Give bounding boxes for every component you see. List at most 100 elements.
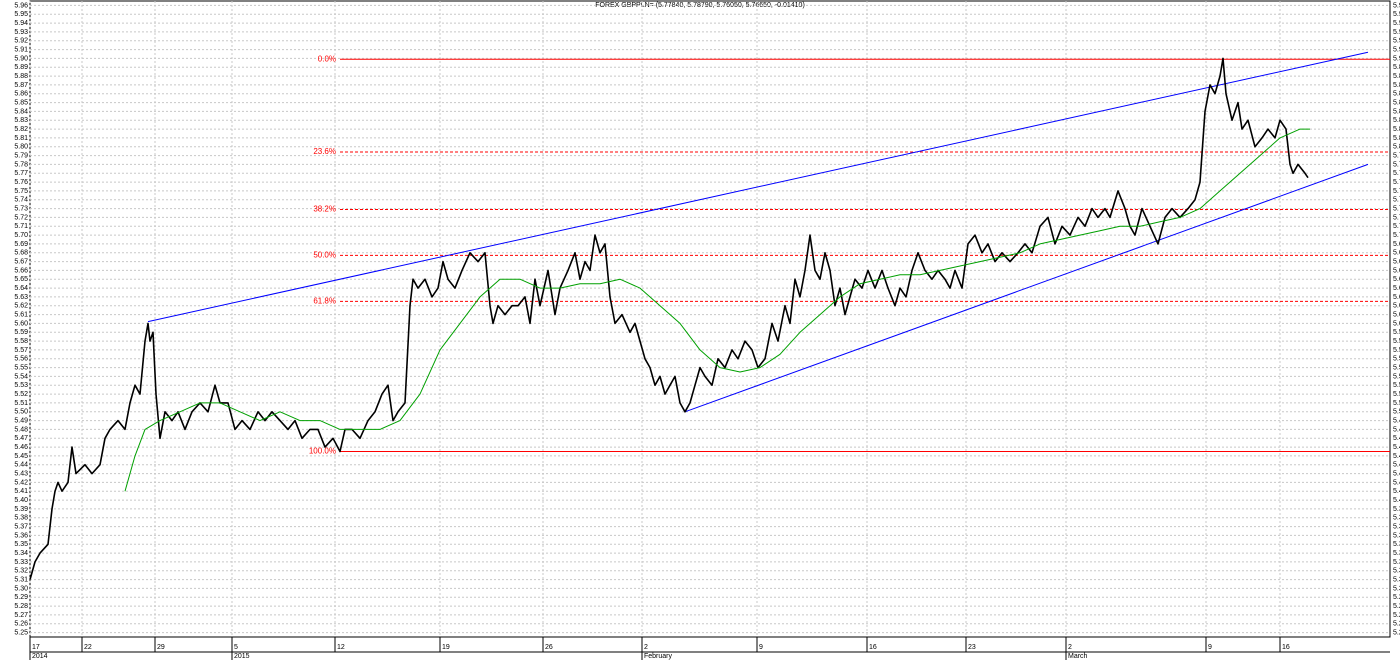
y-tick-label: 5.58 [14, 338, 28, 345]
y-tick-label: 5.46 [14, 444, 28, 451]
y-tick-label-right: 5.60 [1393, 320, 1400, 327]
y-tick-label-right: 5.63 [1393, 294, 1400, 301]
y-tick-label: 5.82 [14, 126, 28, 133]
y-tick-label: 5.43 [14, 470, 28, 477]
y-tick-label: 5.96 [14, 2, 28, 9]
y-tick-label-right: 5.65 [1393, 276, 1400, 283]
y-tick-label: 5.52 [14, 391, 28, 398]
y-tick-label: 5.91 [14, 46, 28, 53]
y-tick-label-right: 5.93 [1393, 29, 1400, 36]
y-tick-label: 5.35 [14, 541, 28, 548]
y-tick-label-right: 5.77 [1393, 170, 1400, 177]
x-tick-label: 9 [759, 644, 763, 651]
y-tick-label-right: 5.39 [1393, 506, 1400, 513]
y-tick-label-right: 5.69 [1393, 241, 1400, 248]
y-tick-label-right: 5.40 [1393, 497, 1400, 504]
y-tick-label-right: 5.95 [1393, 11, 1400, 18]
y-tick-label: 5.32 [14, 568, 28, 575]
fib-label: 100.0% [309, 447, 336, 456]
x-tick-label: 16 [1282, 644, 1290, 651]
y-tick-label-right: 5.41 [1393, 488, 1400, 495]
y-tick-label-right: 5.84 [1393, 108, 1400, 115]
y-tick-label-right: 5.96 [1393, 2, 1400, 9]
y-tick-label: 5.60 [14, 320, 28, 327]
y-tick-label: 5.33 [14, 559, 28, 566]
y-tick-label: 5.49 [14, 417, 28, 424]
price-line [29, 57, 1309, 580]
y-tick-label-right: 5.73 [1393, 205, 1400, 212]
y-tick-label: 5.25 [14, 629, 28, 636]
y-tick-label-right: 5.48 [1393, 426, 1400, 433]
y-tick-label-right: 5.92 [1393, 38, 1400, 45]
y-tick-label: 5.75 [14, 188, 28, 195]
y-tick-label-right: 5.80 [1393, 144, 1400, 151]
y-tick-label: 5.71 [14, 223, 28, 230]
y-tick-label-right: 5.26 [1393, 621, 1400, 628]
y-tick-label-right: 5.34 [1393, 550, 1400, 557]
y-tick-label: 5.63 [14, 294, 28, 301]
y-tick-label-right: 5.52 [1393, 391, 1400, 398]
y-tick-label-right: 5.76 [1393, 179, 1400, 186]
y-tick-label-right: 5.86 [1393, 91, 1400, 98]
y-tick-label-right: 5.49 [1393, 417, 1400, 424]
y-tick-label: 5.42 [14, 479, 28, 486]
y-tick-label: 5.50 [14, 409, 28, 416]
y-tick-label-right: 5.66 [1393, 267, 1400, 274]
y-tick-label-right: 5.75 [1393, 188, 1400, 195]
y-tick-label-right: 5.42 [1393, 479, 1400, 486]
x-tick-label: 5 [234, 644, 238, 651]
y-tick-label-right: 5.81 [1393, 135, 1400, 142]
y-tick-label: 5.64 [14, 285, 28, 292]
y-tick-label: 5.27 [14, 612, 28, 619]
y-tick-label-right: 5.58 [1393, 338, 1400, 345]
y-tick-label-right: 5.27 [1393, 612, 1400, 619]
y-tick-label: 5.79 [14, 152, 28, 159]
y-tick-label: 5.94 [14, 20, 28, 27]
y-tick-label: 5.93 [14, 29, 28, 36]
y-tick-label-right: 5.46 [1393, 444, 1400, 451]
y-tick-label-right: 5.61 [1393, 311, 1400, 318]
y-tick-label-right: 5.45 [1393, 453, 1400, 460]
x-tick-label: 23 [968, 644, 976, 651]
x-tick-label: 16 [869, 644, 877, 651]
fib-label: 0.0% [318, 54, 336, 63]
y-tick-label: 5.41 [14, 488, 28, 495]
y-tick-label: 5.68 [14, 250, 28, 257]
y-tick-label-right: 5.72 [1393, 214, 1400, 221]
y-tick-label: 5.87 [14, 82, 28, 89]
y-tick-label: 5.31 [14, 576, 28, 583]
y-tick-label-right: 5.67 [1393, 258, 1400, 265]
x-tick-label: 12 [337, 644, 345, 651]
y-tick-label: 5.59 [14, 329, 28, 336]
y-tick-label-right: 5.70 [1393, 232, 1400, 239]
y-tick-label: 5.26 [14, 621, 28, 628]
y-tick-label: 5.67 [14, 258, 28, 265]
y-tick-label: 5.62 [14, 303, 28, 310]
y-tick-label-right: 5.85 [1393, 99, 1400, 106]
y-tick-label: 5.56 [14, 356, 28, 363]
y-tick-label-right: 5.56 [1393, 356, 1400, 363]
y-tick-label-right: 5.25 [1393, 629, 1400, 636]
y-tick-label-right: 5.44 [1393, 462, 1400, 469]
y-tick-label: 5.53 [14, 382, 28, 389]
y-tick-label-right: 5.94 [1393, 20, 1400, 27]
y-tick-label-right: 5.51 [1393, 400, 1400, 407]
y-tick-label-right: 5.89 [1393, 64, 1400, 71]
y-tick-label: 5.74 [14, 197, 28, 204]
y-tick-label-right: 5.50 [1393, 409, 1400, 416]
y-tick-label: 5.54 [14, 373, 28, 380]
y-tick-label: 5.51 [14, 400, 28, 407]
y-tick-label: 5.29 [14, 594, 28, 601]
y-tick-label-right: 5.38 [1393, 515, 1400, 522]
x-tick-label: 2 [1068, 644, 1072, 651]
y-tick-label-right: 5.55 [1393, 364, 1400, 371]
y-tick-label-right: 5.64 [1393, 285, 1400, 292]
y-tick-label: 5.78 [14, 161, 28, 168]
y-tick-label: 5.40 [14, 497, 28, 504]
y-tick-label-right: 5.36 [1393, 532, 1400, 539]
y-tick-label: 5.77 [14, 170, 28, 177]
y-tick-label: 5.83 [14, 117, 28, 124]
x-tick-label: 17 [32, 644, 40, 651]
